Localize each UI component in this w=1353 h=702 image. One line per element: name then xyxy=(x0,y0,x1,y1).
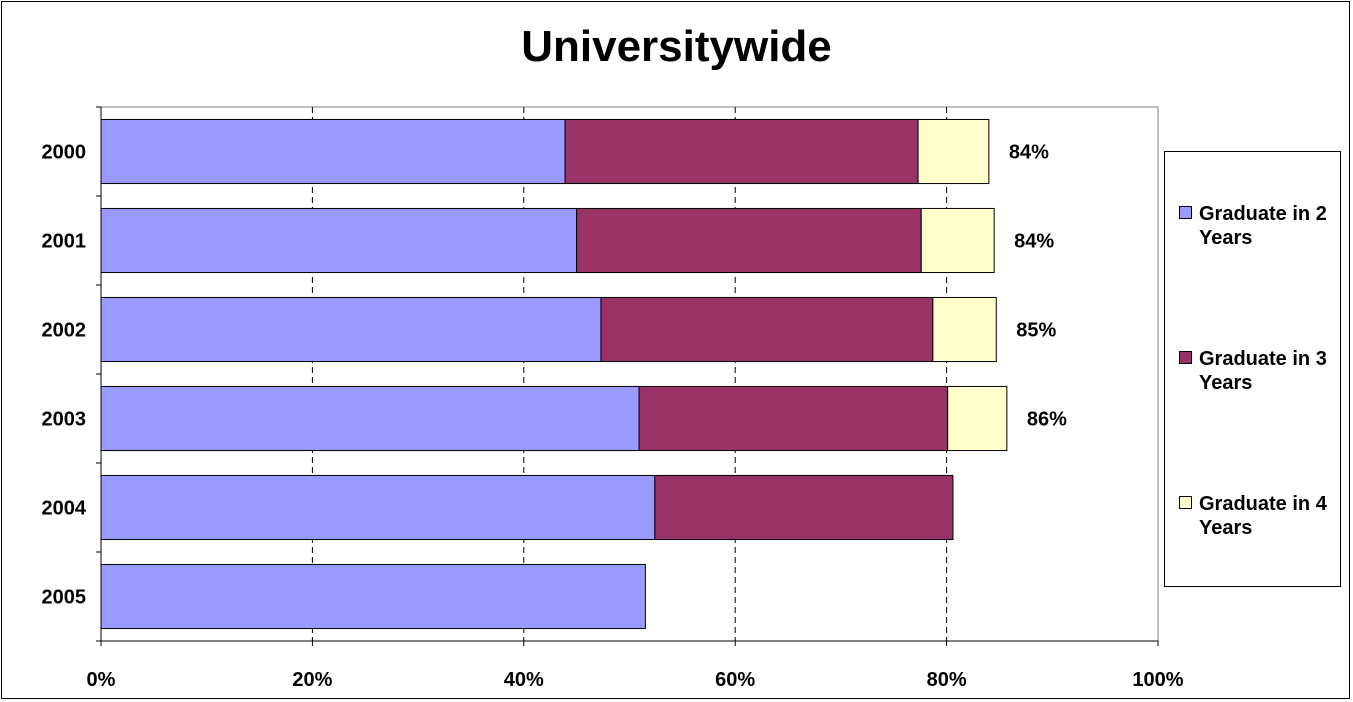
bar-2002-series-4-years xyxy=(932,296,997,363)
legend-label-4-years: Graduate in 4 Years xyxy=(1199,493,1327,539)
category-label-2003: 2003 xyxy=(42,409,87,431)
category-label-2004: 2004 xyxy=(42,498,87,520)
bar-2003-series-2-years xyxy=(100,385,640,452)
data-label-2000: 84% xyxy=(1009,142,1049,164)
bar-2002-series-3-years xyxy=(600,296,934,363)
bar-2001-series-4-years xyxy=(920,207,995,274)
bar-2005-series-2-years xyxy=(100,563,646,630)
category-label-2005: 2005 xyxy=(42,587,87,609)
x-tick-label-40: 40% xyxy=(504,669,544,691)
bar-2002-series-2-years xyxy=(100,296,602,363)
bar-2001-series-3-years xyxy=(576,207,922,274)
bar-2003-series-3-years xyxy=(638,385,949,452)
bar-2000-series-4-years xyxy=(917,118,990,185)
data-label-2002: 85% xyxy=(1016,320,1056,342)
bar-2000-series-2-years xyxy=(100,118,566,185)
x-tick-label-100: 100% xyxy=(1132,669,1183,691)
data-label-2003: 86% xyxy=(1027,409,1067,431)
plot-area xyxy=(100,106,1159,642)
bar-2004-series-3-years xyxy=(654,474,954,541)
bar-2004-series-2-years xyxy=(100,474,656,541)
legend-label-3-years: Graduate in 3 Years xyxy=(1199,348,1327,394)
chart-title: Universitywide xyxy=(521,22,832,71)
x-tick-label-60: 60% xyxy=(715,669,755,691)
legend-swatch-4-years xyxy=(1179,496,1192,509)
category-label-2002: 2002 xyxy=(42,320,87,342)
legend-swatch-3-years xyxy=(1179,351,1192,364)
bar-2000-series-3-years xyxy=(564,118,919,185)
bar-2001-series-2-years xyxy=(100,207,578,274)
x-tick-label-20: 20% xyxy=(292,669,332,691)
legend-swatch-2-years xyxy=(1179,206,1192,219)
legend: Graduate in 2 Years Graduate in 3 Years … xyxy=(1164,151,1341,587)
x-tick-label-80: 80% xyxy=(927,669,967,691)
legend-label-2-years: Graduate in 2 Years xyxy=(1199,203,1327,249)
bar-2003-series-4-years xyxy=(947,385,1008,452)
data-label-2001: 84% xyxy=(1014,231,1054,253)
x-tick-label-0: 0% xyxy=(87,669,116,691)
category-label-2000: 2000 xyxy=(42,142,87,164)
category-label-2001: 2001 xyxy=(42,231,87,253)
